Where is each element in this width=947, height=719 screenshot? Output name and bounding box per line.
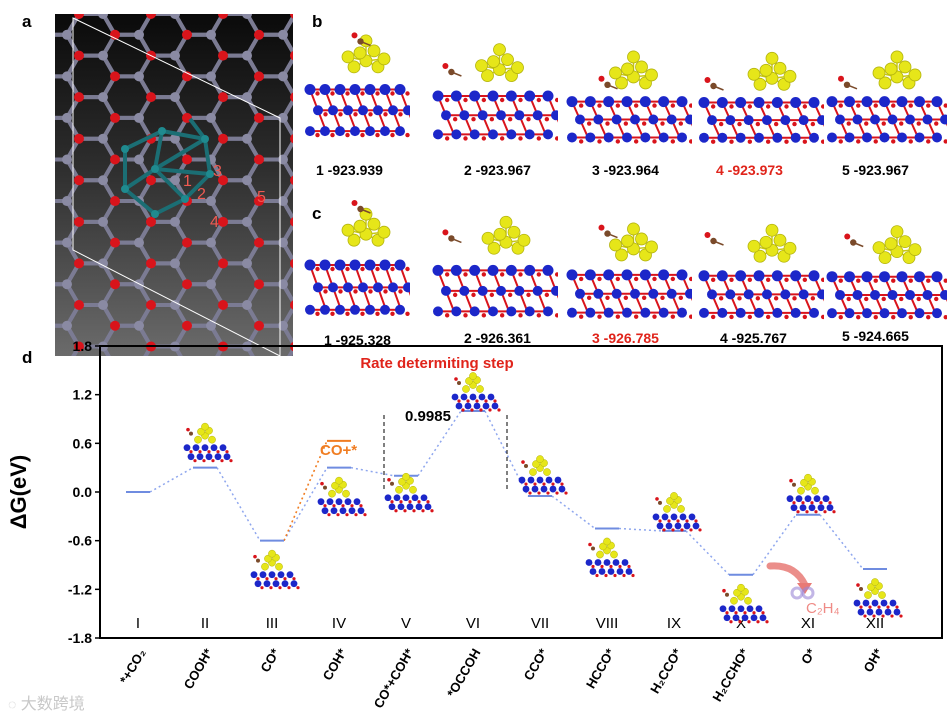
panel-label-a: a — [22, 12, 32, 31]
path-connector — [618, 527, 663, 532]
y-tick-label: 0.0 — [73, 484, 93, 500]
site-number: 4 — [210, 214, 219, 231]
intermediate-label: *+CO₂ — [117, 646, 149, 687]
panel-b-caption: 5 -923.967 — [842, 162, 909, 178]
adsorbed-cluster — [123, 117, 212, 216]
slab-model — [566, 222, 692, 319]
step-numeral: VII — [531, 615, 549, 632]
lattice-svg: 1 2 3 4 5 — [55, 14, 293, 356]
path-connector — [283, 467, 328, 542]
slab-model — [304, 200, 410, 316]
slab-model — [698, 223, 824, 320]
surface-lattice-image: 1 2 3 4 5 — [55, 14, 293, 356]
barrier-value-label: 0.9985 — [405, 408, 451, 425]
step-numeral: X — [736, 615, 746, 632]
rate-determining-step-label: Rate determiting step — [360, 355, 513, 372]
path-connector — [216, 467, 261, 542]
path-connector — [752, 514, 797, 576]
step-numeral: IV — [332, 615, 346, 632]
slab-model — [826, 225, 947, 320]
slab-model — [566, 50, 692, 144]
site-number: 5 — [257, 189, 266, 206]
step-numeral: XI — [801, 615, 815, 632]
path-connector — [685, 530, 730, 576]
path-connector — [819, 514, 864, 570]
slab-model — [432, 43, 558, 141]
intermediate-model — [384, 472, 434, 513]
step-numeral: XII — [866, 615, 884, 632]
co-branch-label: CO+* — [320, 442, 357, 459]
intermediate-label: CO* — [257, 645, 283, 675]
panel-label-c: c — [312, 204, 322, 223]
branch-connector — [283, 440, 328, 541]
step-numeral: III — [266, 615, 279, 632]
watermark-text: 大数跨境 — [20, 696, 85, 713]
panel-b-caption: 2 -923.967 — [464, 162, 531, 178]
watermark-logo-icon: ◌ — [8, 696, 17, 712]
intermediate-model — [585, 537, 635, 578]
intermediate-model — [250, 549, 300, 590]
panel-c-caption: 1 -925.328 — [324, 332, 391, 348]
intermediate-model — [786, 473, 836, 514]
panel-c-caption: 2 -926.361 — [464, 330, 531, 346]
watermark: ◌ 大数跨境 — [8, 690, 85, 714]
intermediate-model — [853, 578, 903, 618]
step-numeral: II — [201, 615, 209, 632]
panel-b-caption: 1 -923.939 — [316, 162, 383, 178]
c2h4-label: C₂H₄ — [806, 600, 840, 617]
site-number: 3 — [213, 163, 222, 180]
path-connector — [484, 410, 529, 497]
step-numeral: I — [136, 615, 140, 632]
step-numeral: IX — [667, 615, 681, 632]
panel-c-caption: 4 -925.767 — [720, 330, 787, 346]
y-tick-label: 1.8 — [73, 338, 93, 354]
panel-label-d: d — [22, 348, 33, 367]
panel-b-caption-highlight: 4 -923.973 — [716, 162, 783, 178]
panel-label-b: b — [312, 12, 323, 31]
step-numeral: VI — [466, 615, 480, 632]
slab-model — [698, 51, 824, 144]
slab-model — [432, 215, 558, 318]
intermediate-label: CO*+COH* — [371, 645, 418, 711]
path-connector — [350, 466, 395, 477]
slab-model — [826, 50, 947, 144]
intermediate-label: OH* — [860, 645, 886, 675]
step-numeral: V — [401, 615, 411, 632]
panel-b-caption: 3 -923.964 — [592, 162, 659, 178]
site-number: 2 — [197, 186, 206, 203]
step-numeral: VIII — [596, 615, 619, 632]
intermediate-label: COOH* — [181, 645, 216, 691]
panel-c-caption: 5 -924.665 — [842, 328, 909, 344]
intermediate-model — [317, 476, 367, 517]
intermediate-model — [652, 492, 702, 532]
intermediate-label: HCCO* — [583, 645, 618, 691]
y-tick-label: -1.2 — [68, 581, 92, 597]
y-tick-label: 1.2 — [73, 387, 93, 403]
y-tick-label: -1.8 — [68, 630, 92, 646]
intermediate-label: CCO* — [521, 645, 551, 683]
site-number: 1 — [183, 173, 192, 190]
y-tick-label: -0.6 — [68, 533, 92, 549]
panel-c-caption-highlight: 3 -926.785 — [592, 330, 659, 346]
y-tick-label: 0.6 — [73, 435, 93, 451]
slab-model — [304, 32, 410, 138]
intermediate-model — [451, 372, 501, 412]
intermediate-label: O* — [798, 645, 819, 666]
intermediate-label: *OCCOH — [444, 646, 484, 700]
intermediate-model — [183, 422, 233, 463]
intermediate-model — [518, 455, 568, 495]
intermediate-label: H₂CCO* — [647, 645, 685, 696]
y-axis-label: ΔG(eV) — [6, 455, 31, 530]
c2h4-product: C₂H₄ — [766, 562, 840, 617]
intermediate-model — [719, 583, 769, 624]
intermediate-label: COH* — [320, 645, 350, 683]
path-connector — [149, 467, 194, 493]
path-connector — [551, 495, 596, 530]
intermediate-label: H₂CCHO* — [709, 645, 752, 704]
